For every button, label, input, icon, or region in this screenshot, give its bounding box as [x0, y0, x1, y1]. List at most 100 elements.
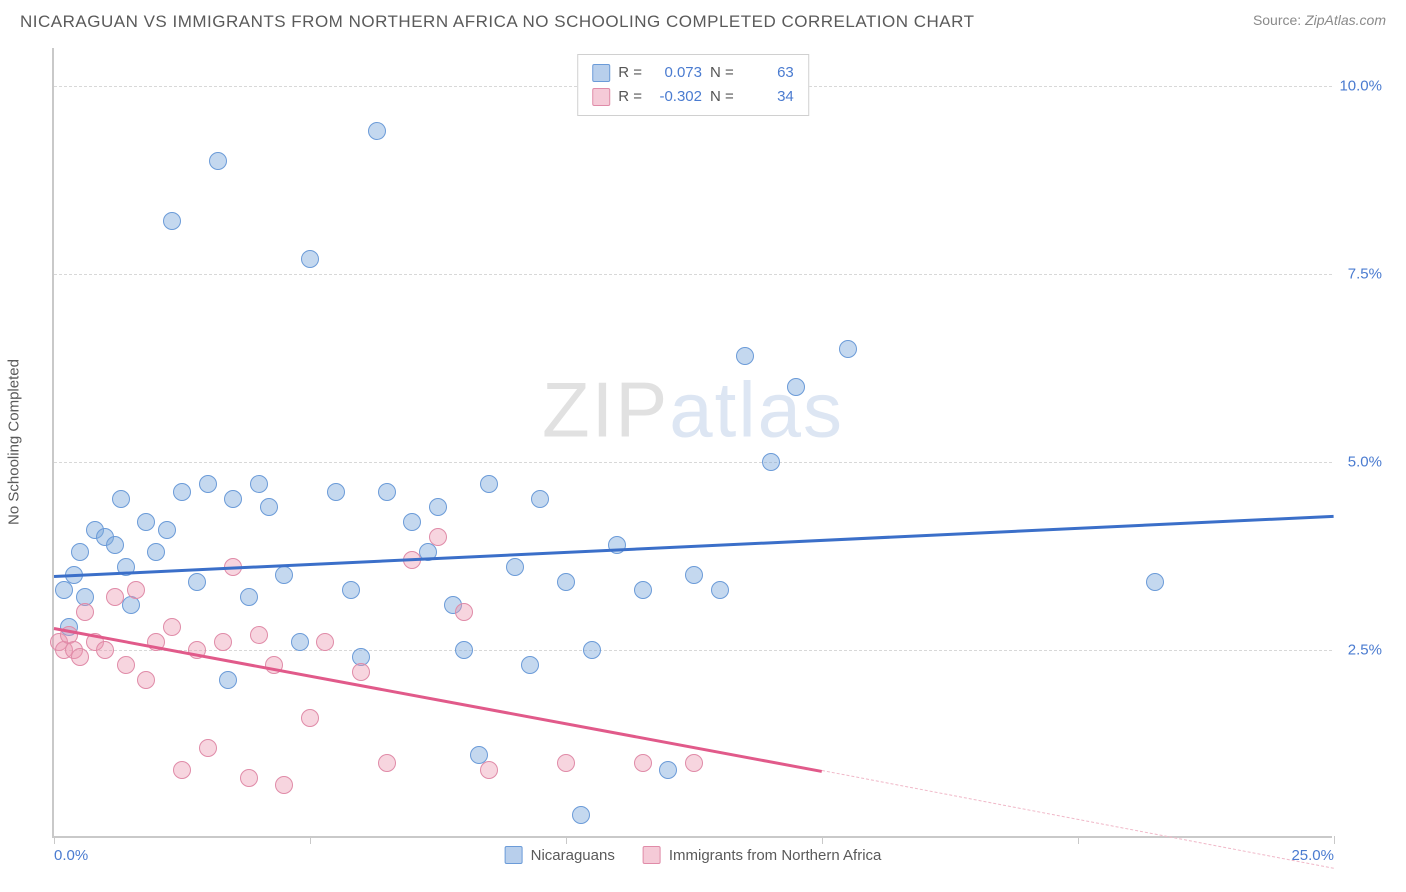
source-label: Source:	[1253, 12, 1301, 28]
data-point	[455, 641, 473, 659]
data-point	[250, 626, 268, 644]
data-point	[659, 761, 677, 779]
data-point	[634, 754, 652, 772]
data-point	[275, 566, 293, 584]
data-point	[158, 521, 176, 539]
data-point	[1146, 573, 1164, 591]
gridline	[54, 274, 1332, 275]
data-point	[455, 603, 473, 621]
data-point	[209, 152, 227, 170]
y-tick-label: 10.0%	[1336, 77, 1382, 94]
data-point	[762, 453, 780, 471]
data-point	[163, 618, 181, 636]
y-axis-label: No Schooling Completed	[6, 359, 23, 525]
data-point	[219, 671, 237, 689]
r-value-pink: -0.302	[650, 85, 702, 109]
data-point	[839, 340, 857, 358]
legend-item-pink: Immigrants from Northern Africa	[643, 846, 882, 864]
data-point	[736, 347, 754, 365]
trend-line	[822, 770, 1334, 869]
swatch-pink-icon	[643, 846, 661, 864]
data-point	[352, 663, 370, 681]
data-point	[224, 490, 242, 508]
data-point	[480, 475, 498, 493]
data-point	[106, 588, 124, 606]
data-point	[557, 754, 575, 772]
data-point	[275, 776, 293, 794]
swatch-blue-icon	[505, 846, 523, 864]
data-point	[316, 633, 334, 651]
data-point	[76, 603, 94, 621]
n-label: N =	[710, 85, 734, 109]
series-legend: Nicaraguans Immigrants from Northern Afr…	[505, 846, 882, 864]
y-tick-label: 5.0%	[1336, 453, 1382, 470]
data-point	[163, 212, 181, 230]
data-point	[71, 648, 89, 666]
gridline	[54, 650, 1332, 651]
y-tick-label: 7.5%	[1336, 265, 1382, 282]
swatch-pink-icon	[592, 88, 610, 106]
legend-label-pink: Immigrants from Northern Africa	[669, 847, 882, 864]
data-point	[521, 656, 539, 674]
watermark-z: Z	[542, 366, 592, 454]
legend-row-pink: R = -0.302 N = 34	[592, 85, 794, 109]
data-point	[634, 581, 652, 599]
x-tick	[566, 836, 567, 844]
data-point	[199, 739, 217, 757]
data-point	[173, 483, 191, 501]
data-point	[214, 633, 232, 651]
data-point	[480, 761, 498, 779]
legend-label-blue: Nicaraguans	[531, 847, 615, 864]
data-point	[557, 573, 575, 591]
data-point	[127, 581, 145, 599]
data-point	[188, 573, 206, 591]
data-point	[531, 490, 549, 508]
y-tick-label: 2.5%	[1336, 641, 1382, 658]
correlation-legend: R = 0.073 N = 63 R = -0.302 N = 34	[577, 54, 809, 116]
data-point	[71, 543, 89, 561]
data-point	[55, 581, 73, 599]
data-point	[96, 641, 114, 659]
source-value: ZipAtlas.com	[1305, 12, 1386, 28]
data-point	[199, 475, 217, 493]
data-point	[378, 754, 396, 772]
data-point	[137, 513, 155, 531]
data-point	[147, 543, 165, 561]
x-tick-label: 0.0%	[54, 847, 88, 864]
chart-header: NICARAGUAN VS IMMIGRANTS FROM NORTHERN A…	[0, 0, 1406, 40]
data-point	[572, 806, 590, 824]
data-point	[378, 483, 396, 501]
data-point	[250, 475, 268, 493]
data-point	[685, 566, 703, 584]
scatter-plot: ZIPatlas No Schooling Completed R = 0.07…	[52, 48, 1332, 838]
data-point	[429, 498, 447, 516]
n-label: N =	[710, 61, 734, 85]
r-value-blue: 0.073	[650, 61, 702, 85]
x-tick	[822, 836, 823, 844]
data-point	[685, 754, 703, 772]
x-tick	[1078, 836, 1079, 844]
chart-title: NICARAGUAN VS IMMIGRANTS FROM NORTHERN A…	[20, 12, 974, 32]
data-point	[301, 250, 319, 268]
data-point	[403, 513, 421, 531]
data-point	[301, 709, 319, 727]
data-point	[368, 122, 386, 140]
x-tick	[1334, 836, 1335, 844]
data-point	[240, 588, 258, 606]
data-point	[506, 558, 524, 576]
legend-row-blue: R = 0.073 N = 63	[592, 61, 794, 85]
data-point	[342, 581, 360, 599]
n-value-blue: 63	[742, 61, 794, 85]
legend-item-blue: Nicaraguans	[505, 846, 615, 864]
r-label: R =	[618, 85, 642, 109]
data-point	[260, 498, 278, 516]
data-point	[240, 769, 258, 787]
data-point	[583, 641, 601, 659]
data-point	[173, 761, 191, 779]
data-point	[112, 490, 130, 508]
data-point	[106, 536, 124, 554]
watermark-atlas: atlas	[669, 366, 844, 454]
data-point	[291, 633, 309, 651]
swatch-blue-icon	[592, 64, 610, 82]
data-point	[787, 378, 805, 396]
